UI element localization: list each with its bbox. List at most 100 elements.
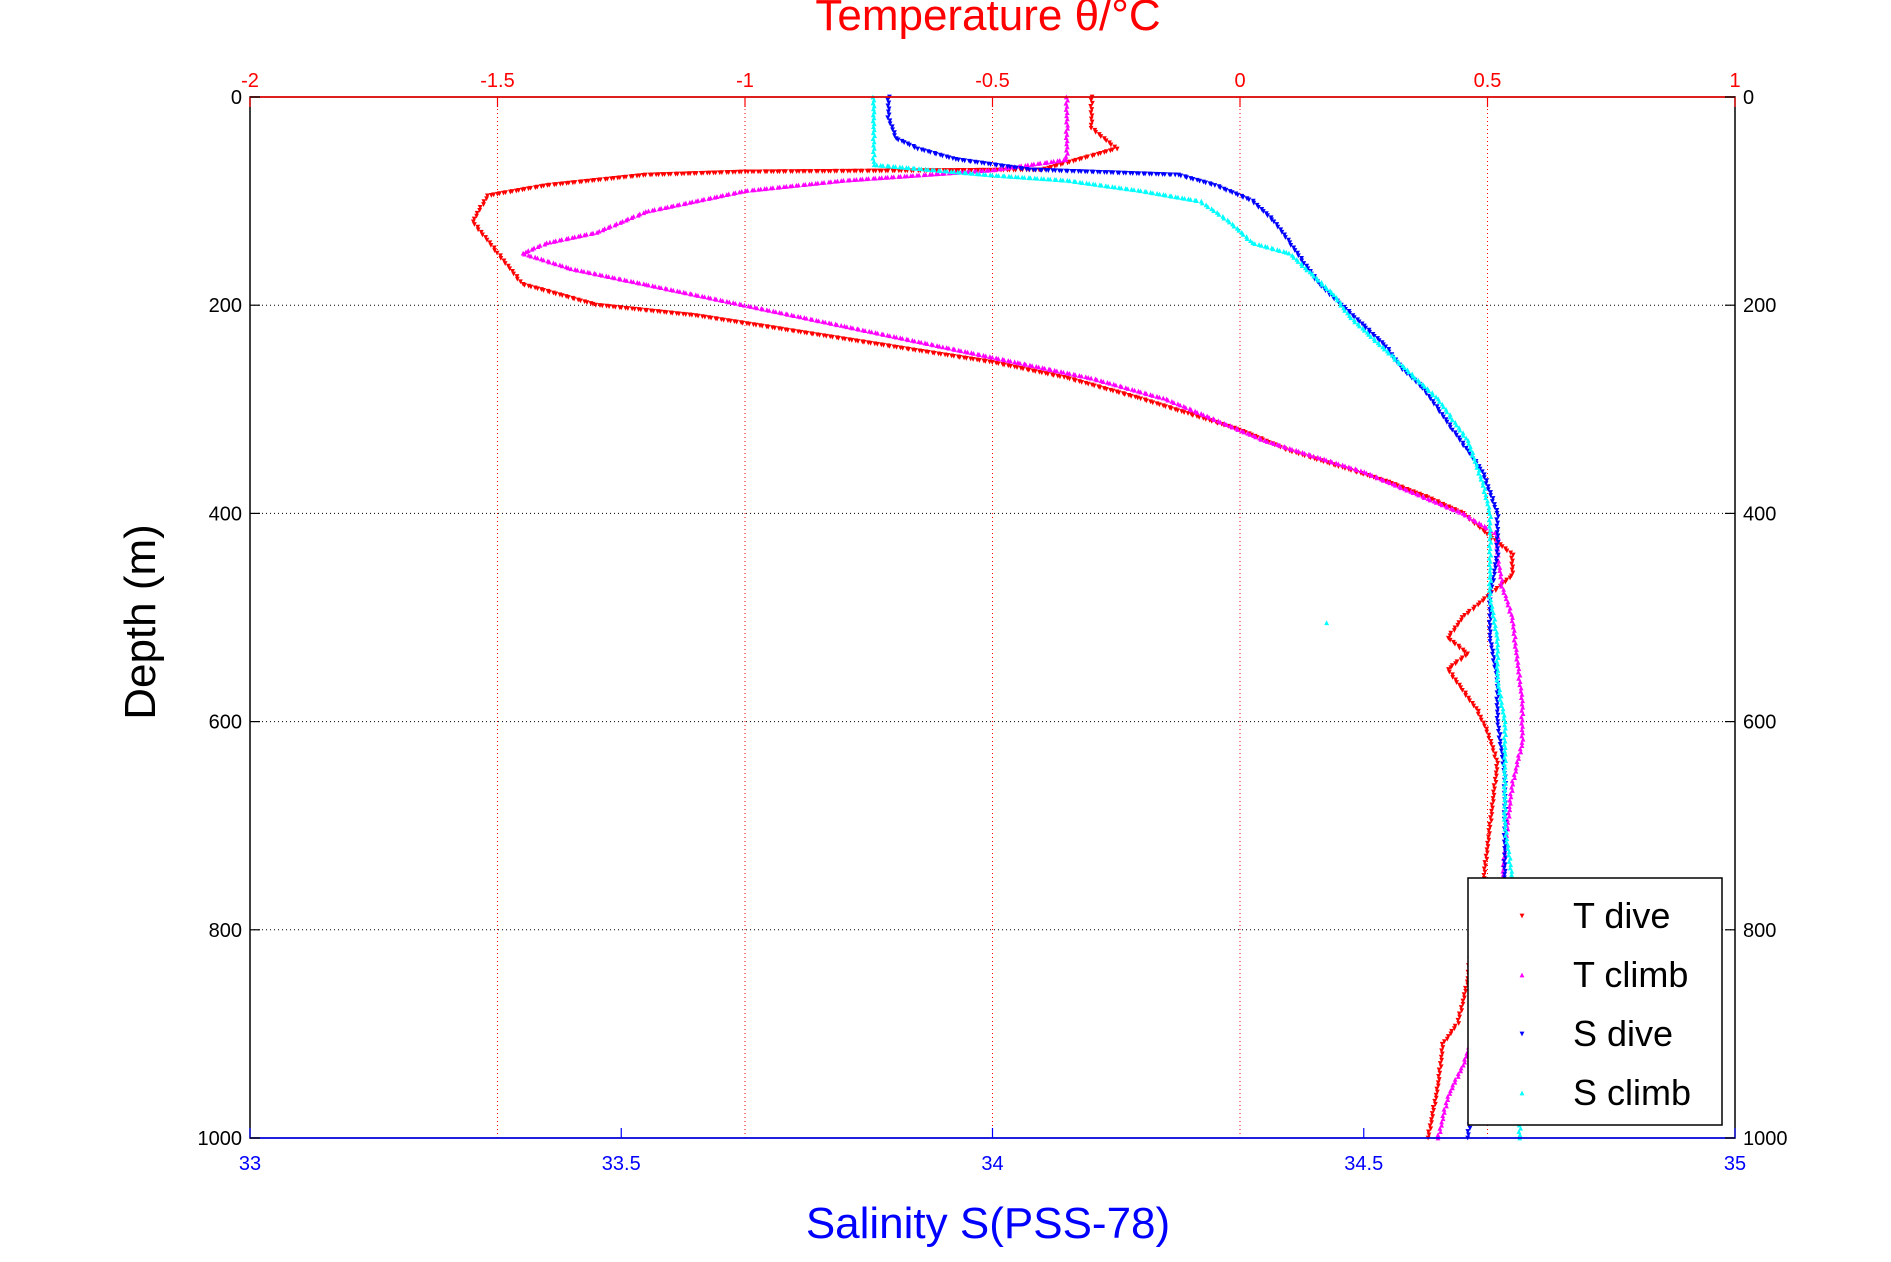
data-point: [1480, 598, 1486, 604]
data-point: [1456, 435, 1462, 441]
data-point: [1495, 635, 1501, 641]
data-point: [1491, 568, 1497, 574]
data-point: [1150, 190, 1156, 196]
data-point: [1444, 1103, 1449, 1109]
data-point: [1516, 666, 1522, 672]
data-point: [881, 342, 886, 348]
data-point: [1023, 362, 1029, 367]
data-point: [1491, 792, 1497, 798]
data-point: [893, 136, 899, 142]
data-point: [1348, 315, 1354, 321]
data-point: [845, 168, 851, 174]
data-point: [773, 309, 779, 315]
data-point: [893, 164, 898, 170]
data-point: [1406, 369, 1412, 375]
data-point: [877, 168, 883, 174]
data-point: [826, 168, 831, 174]
data-point: [1492, 502, 1497, 507]
data-point: [1459, 615, 1465, 620]
data-point: [1358, 468, 1364, 474]
data-point: [1490, 796, 1496, 801]
data-point: [1182, 195, 1187, 201]
data-point: [1041, 176, 1047, 182]
data-point: [683, 290, 689, 296]
data-point: [557, 237, 563, 243]
data-point: [1445, 1097, 1451, 1102]
data-point: [871, 142, 876, 148]
data-point: [912, 145, 918, 151]
data-point: [1088, 116, 1094, 122]
data-point: [1515, 653, 1520, 659]
data-point: [1506, 859, 1512, 864]
data-point: [470, 219, 476, 225]
data-point: [606, 274, 612, 279]
data-point: [1460, 443, 1466, 449]
data-point: [681, 201, 687, 207]
data-point: [1443, 417, 1449, 423]
data-point: [1462, 985, 1468, 991]
data-point: [800, 182, 806, 188]
data-point: [1100, 379, 1106, 384]
data-point: [1485, 840, 1490, 846]
data-point: [1264, 439, 1270, 444]
data-point: [1078, 169, 1084, 175]
data-point: [599, 303, 605, 309]
data-point: [1083, 155, 1089, 161]
data-point: [1471, 703, 1477, 709]
data-point: [894, 344, 899, 350]
data-point: [564, 236, 569, 242]
data-point: [1502, 748, 1508, 754]
data-point: [1487, 520, 1493, 526]
data-point: [1511, 637, 1517, 643]
data-point: [1201, 412, 1206, 418]
data-point: [1430, 1104, 1436, 1110]
data-point: [1518, 685, 1524, 691]
data-point: [491, 245, 497, 251]
data-point: [1492, 505, 1498, 510]
right-tick-label: 400: [1743, 503, 1776, 525]
data-point: [1088, 125, 1094, 131]
data-point: [1504, 839, 1509, 845]
data-point: [1282, 235, 1288, 240]
data-point: [1035, 161, 1041, 166]
data-point: [732, 300, 738, 306]
data-point: [1496, 735, 1502, 741]
data-point: [1505, 842, 1511, 848]
data-point: [1503, 774, 1508, 780]
data-point: [535, 286, 540, 292]
data-point: [568, 266, 574, 272]
data-point: [1502, 745, 1508, 751]
data-point: [1502, 820, 1508, 825]
data-point: [1252, 241, 1258, 247]
data-point: [522, 251, 527, 257]
data-point: [952, 347, 957, 352]
data-point: [1248, 238, 1253, 244]
data-point: [1094, 377, 1100, 383]
data-point: [1015, 174, 1021, 180]
data-point: [944, 168, 950, 174]
data-point: [1233, 191, 1239, 197]
data-point: [906, 165, 912, 171]
data-point: [1459, 687, 1465, 693]
data-point: [1481, 720, 1487, 726]
data-point: [775, 169, 780, 175]
data-point: [1457, 427, 1463, 433]
data-point: [768, 169, 774, 175]
data-point: [660, 172, 665, 177]
data-point: [1511, 631, 1517, 636]
data-point: [547, 239, 553, 245]
data-point: [498, 253, 503, 259]
data-point: [1052, 168, 1058, 174]
data-point: [1112, 184, 1118, 190]
data-point: [1491, 783, 1497, 789]
data-point: [850, 325, 856, 331]
data-point: [1240, 232, 1246, 237]
data-point: [1323, 457, 1329, 463]
data-point: [1452, 1076, 1458, 1082]
data-point: [1356, 319, 1362, 325]
data-point: [510, 268, 515, 274]
data-point: [1212, 183, 1218, 188]
data-point: [925, 167, 931, 172]
data-point: [726, 299, 732, 305]
data-point: [896, 174, 902, 179]
